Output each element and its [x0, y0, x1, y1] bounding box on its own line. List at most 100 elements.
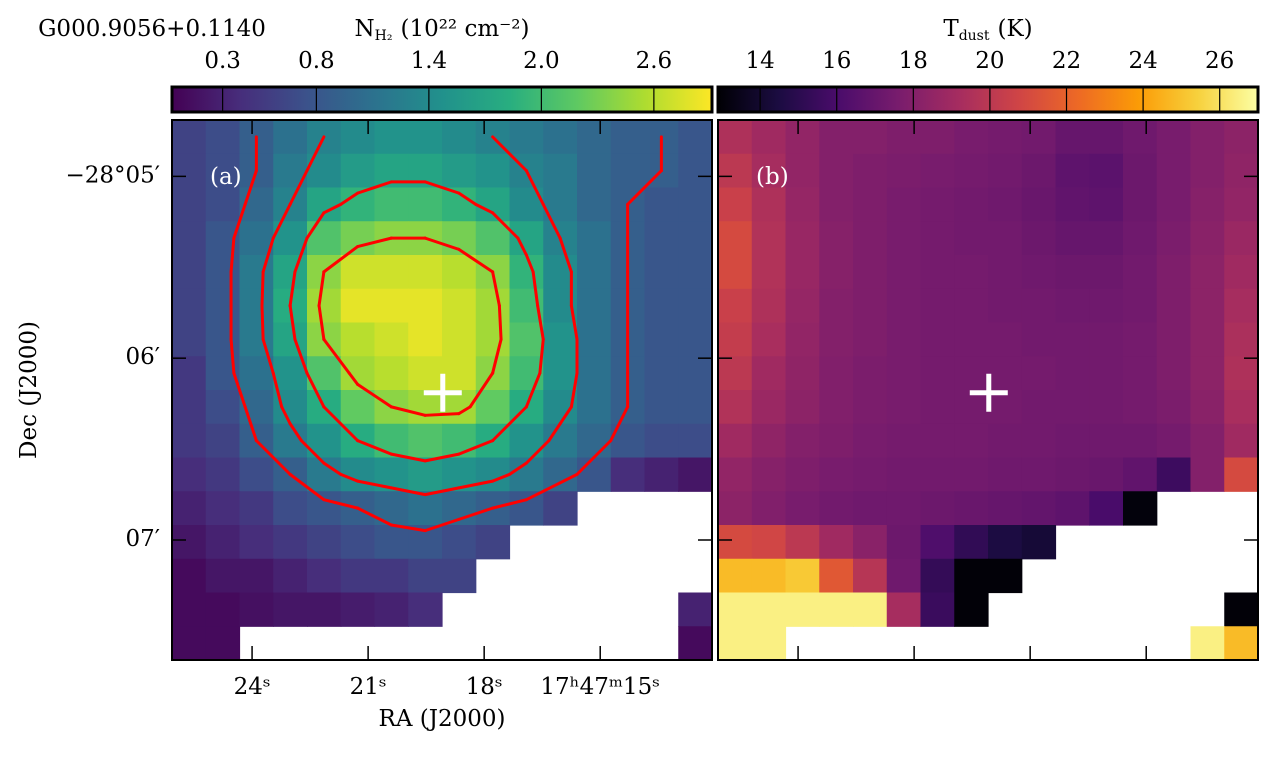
map-cell — [1055, 221, 1090, 256]
map-cell — [819, 390, 854, 425]
map-cell — [819, 356, 854, 391]
map-cell — [1156, 457, 1192, 492]
map-cell — [718, 187, 753, 222]
map-cell — [920, 525, 955, 560]
contour — [491, 135, 528, 173]
map-cell — [577, 322, 612, 357]
contour — [299, 439, 326, 465]
map-cell — [205, 390, 241, 425]
contour — [457, 405, 472, 416]
map-cell — [509, 120, 544, 155]
map-cell — [644, 423, 679, 459]
map-cell — [988, 153, 1023, 189]
map-cell — [819, 592, 854, 627]
map-cell — [751, 525, 787, 560]
colorbar-label: Tdust (K) — [943, 16, 1032, 44]
contour — [558, 236, 573, 274]
map-cell — [172, 187, 207, 222]
map-cell — [1055, 390, 1090, 425]
map-cell — [205, 626, 241, 661]
map-cell — [785, 288, 820, 324]
map-cell — [475, 221, 511, 256]
map-cell — [1089, 390, 1124, 425]
map-cell — [718, 288, 753, 324]
map-cell — [988, 221, 1023, 256]
map-cell — [577, 356, 612, 391]
contour — [356, 479, 393, 490]
map-cell — [374, 525, 409, 560]
map-cell — [678, 322, 713, 357]
contour — [491, 337, 503, 375]
contour — [322, 245, 360, 274]
map-cell — [920, 153, 955, 189]
map-cell — [718, 592, 753, 627]
contour — [389, 486, 427, 497]
map-cell — [819, 153, 854, 189]
map-cell — [577, 288, 612, 324]
map-cell — [886, 390, 922, 425]
map-cell — [1190, 356, 1225, 391]
map-cell — [954, 255, 989, 290]
colorbar-tick-label: 2.6 — [636, 48, 673, 74]
map-cell — [509, 423, 544, 459]
map-cell — [853, 390, 888, 425]
map-cell — [408, 457, 443, 492]
map-cell — [1089, 120, 1124, 155]
map-cell — [954, 390, 989, 425]
colorbar-tick-label: 24 — [1128, 48, 1157, 74]
y-tick-label: −28°05′ — [65, 162, 160, 188]
map-cell — [1224, 390, 1259, 425]
map-cell — [543, 120, 578, 155]
map-cell — [954, 153, 989, 189]
contour — [569, 304, 579, 341]
map-cell — [920, 558, 955, 594]
map-cell — [340, 221, 376, 256]
map-cell — [1055, 187, 1090, 222]
map-cell — [509, 356, 544, 391]
map-cell — [718, 153, 753, 189]
map-cell — [1089, 255, 1124, 290]
map-cell — [785, 390, 820, 425]
map-cell — [172, 322, 207, 357]
map-cell — [442, 288, 477, 324]
map-cell — [988, 187, 1023, 222]
contour — [293, 236, 309, 274]
map-cell — [475, 153, 511, 189]
colorbar-subscript: H₂ — [375, 28, 393, 44]
map-cell — [1224, 288, 1259, 324]
map-cell — [577, 221, 612, 256]
map-cell — [920, 491, 955, 526]
map-cell — [408, 390, 443, 425]
map-cell — [1021, 120, 1057, 155]
contour — [531, 270, 540, 308]
map-cell — [819, 120, 854, 155]
map-cell — [920, 221, 955, 256]
map-cell — [1224, 592, 1259, 627]
map-cell — [853, 288, 888, 324]
map-cell — [408, 322, 443, 357]
contour — [271, 202, 292, 240]
map-cell — [205, 558, 241, 594]
map-cell — [678, 288, 713, 324]
contour — [229, 337, 236, 375]
contour — [305, 371, 326, 409]
map-cell — [1055, 288, 1090, 324]
map-cell — [374, 558, 409, 594]
map-cell — [172, 255, 207, 290]
map-cell — [886, 457, 922, 492]
contour — [508, 461, 528, 476]
map-cell — [954, 457, 989, 492]
map-cell — [1190, 255, 1225, 290]
map-cell — [509, 255, 544, 290]
colorbar-label: NH₂ (10²² cm⁻²) — [355, 16, 530, 44]
map-cell — [751, 255, 787, 290]
map-cell — [785, 592, 820, 627]
map-cell — [205, 187, 241, 222]
map-cell — [239, 288, 274, 324]
map-cell — [718, 255, 753, 290]
contour — [457, 247, 495, 274]
figure-title: G000.9056+0.1140 — [38, 16, 266, 42]
map-cell — [751, 120, 787, 155]
contour — [322, 405, 360, 443]
map-cell — [751, 187, 787, 222]
